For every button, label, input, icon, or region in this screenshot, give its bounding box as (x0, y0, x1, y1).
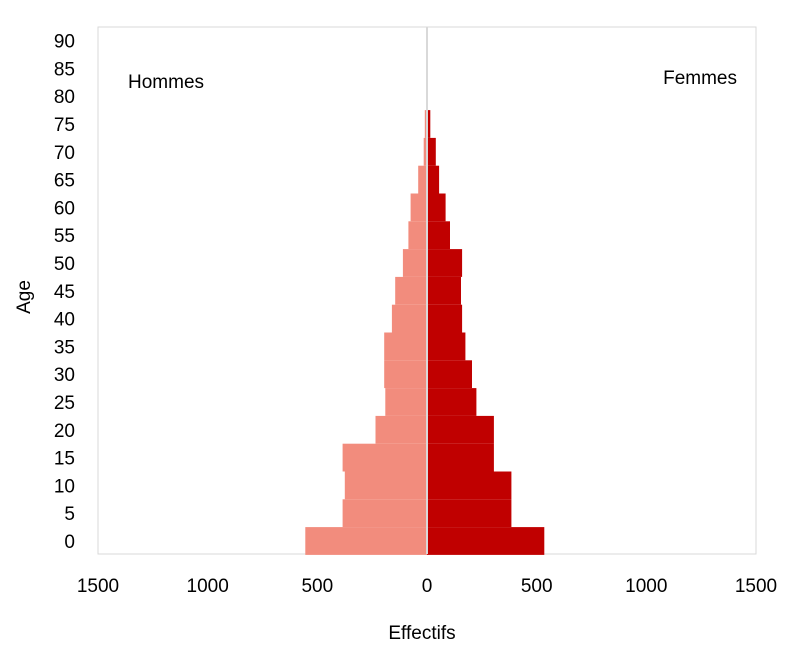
bar-femmes-35 (427, 332, 466, 361)
bars-femmes (427, 110, 545, 555)
bar-femmes-15 (427, 443, 494, 472)
y-tick-90: 90 (54, 32, 75, 53)
x-tick-6: 1500 (735, 576, 777, 597)
bar-hommes-0 (305, 527, 427, 555)
y-tick-40: 40 (54, 310, 75, 331)
y-tick-35: 35 (54, 337, 75, 358)
bar-hommes-10 (344, 471, 428, 500)
y-tick-85: 85 (54, 59, 75, 80)
bar-femmes-45 (427, 276, 461, 305)
bar-hommes-60 (410, 193, 427, 222)
y-tick-50: 50 (54, 254, 75, 275)
bar-hommes-55 (408, 221, 427, 250)
bar-femmes-60 (427, 193, 446, 222)
bar-hommes-65 (418, 165, 427, 194)
x-axis-title: Effectifs (388, 623, 455, 644)
bar-hommes-70 (423, 137, 427, 166)
bar-femmes-55 (427, 221, 450, 250)
bar-hommes-30 (384, 360, 427, 389)
bar-hommes-20 (375, 415, 427, 444)
bar-femmes-50 (427, 249, 463, 277)
bar-hommes-40 (391, 304, 427, 333)
bar-femmes-75 (427, 110, 431, 138)
y-tick-60: 60 (54, 198, 75, 219)
bar-hommes-45 (395, 276, 427, 305)
y-tick-20: 20 (54, 421, 75, 442)
bar-femmes-0 (427, 527, 545, 555)
x-axis-tick-labels: 1500 1000 500 0 500 1000 1500 (77, 576, 777, 597)
x-tick-4: 500 (521, 576, 553, 597)
y-tick-70: 70 (54, 143, 75, 164)
y-tick-30: 30 (54, 365, 75, 386)
y-tick-15: 15 (54, 449, 75, 470)
y-tick-25: 25 (54, 393, 75, 414)
bar-femmes-5 (427, 499, 512, 528)
bar-femmes-30 (427, 360, 472, 389)
bars-hommes (305, 110, 428, 555)
bar-femmes-70 (427, 137, 436, 166)
legend-label-hommes: Hommes (128, 72, 204, 93)
bar-hommes-5 (342, 499, 427, 528)
y-tick-80: 80 (54, 87, 75, 108)
y-axis-tick-labels: 0 5 10 15 20 25 30 35 40 45 50 55 60 65 70 75 80 85 90 (54, 32, 75, 553)
bar-hommes-25 (385, 388, 427, 416)
y-tick-75: 75 (54, 115, 75, 136)
y-tick-5: 5 (64, 504, 75, 525)
bar-hommes-50 (402, 249, 427, 277)
x-tick-3: 0 (422, 576, 433, 597)
x-tick-5: 1000 (625, 576, 667, 597)
bar-femmes-65 (427, 165, 440, 194)
bar-hommes-15 (342, 443, 427, 472)
x-tick-2: 500 (301, 576, 333, 597)
y-tick-45: 45 (54, 282, 75, 303)
bar-hommes-75 (424, 110, 427, 138)
y-tick-65: 65 (54, 171, 75, 192)
y-tick-55: 55 (54, 226, 75, 247)
y-tick-10: 10 (54, 476, 75, 497)
bar-femmes-25 (427, 388, 477, 416)
bar-hommes-35 (384, 332, 427, 361)
x-tick-1: 1000 (187, 576, 229, 597)
bar-femmes-10 (427, 471, 512, 500)
y-axis-title: Age (14, 280, 35, 314)
legend-label-femmes: Femmes (663, 68, 737, 89)
y-tick-0: 0 (64, 532, 75, 553)
bar-femmes-20 (427, 415, 494, 444)
x-tick-0: 1500 (77, 576, 119, 597)
bar-femmes-40 (427, 304, 463, 333)
